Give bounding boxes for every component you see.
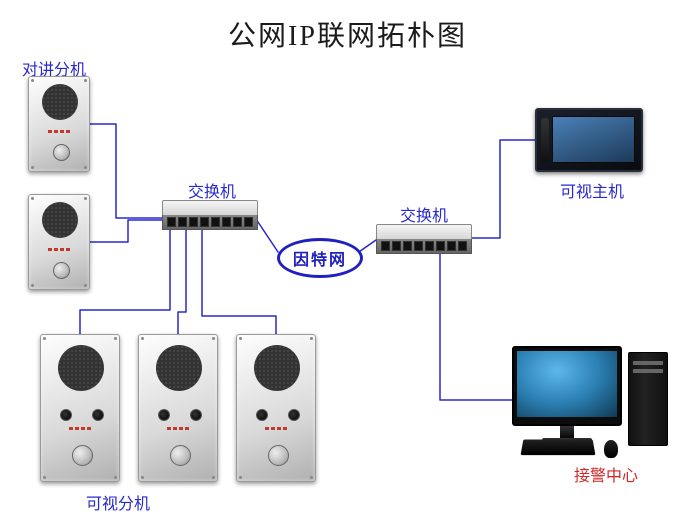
internet-label: 因特网 [293,246,347,270]
pc-monitor [512,346,622,454]
video-host-screen [552,116,635,163]
diagram-stage: 公网IP联网拓朴图 对讲分机 可视分机 交换机 交换机 可视主机 接警中心 因特… [0,0,695,526]
mouse-icon [604,440,618,458]
intercom-extension-2 [28,194,90,290]
video-extension-3 [236,334,316,482]
label-switch-left: 交换机 [188,178,236,202]
label-switch-right: 交换机 [400,202,448,226]
pc-tower [628,352,668,446]
label-video-host: 可视主机 [560,178,624,202]
video-host-monitor [535,108,643,172]
video-extension-2 [138,334,218,482]
intercom-extension-1 [28,76,90,172]
label-video-extension: 可视分机 [86,490,150,514]
label-alarm-center: 接警中心 [574,462,638,486]
network-switch-left [162,200,258,230]
keyboard-icon [521,440,596,456]
diagram-title: 公网IP联网拓朴图 [0,14,695,54]
video-extension-1 [40,334,120,482]
handset-icon [541,118,549,162]
internet-node: 因特网 [277,238,363,278]
network-switch-right [376,224,472,254]
